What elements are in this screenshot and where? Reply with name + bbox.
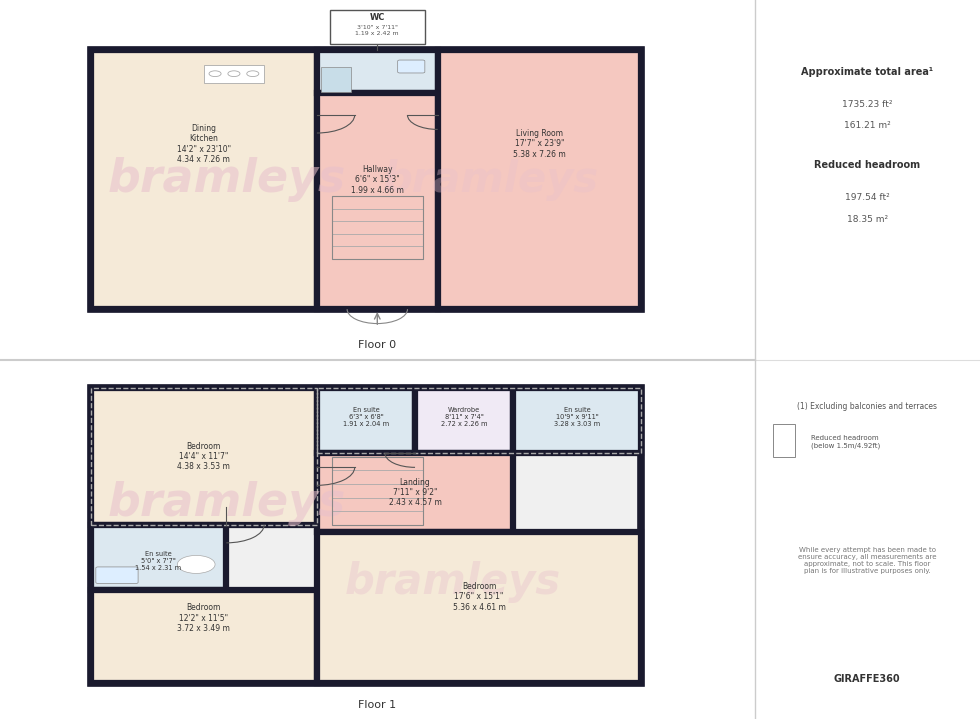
Text: WC: WC bbox=[369, 14, 385, 22]
Text: Approximate total area¹: Approximate total area¹ bbox=[802, 67, 933, 77]
Text: Wardrobe
8'11" x 7'4"
2.72 x 2.26 m: Wardrobe 8'11" x 7'4" 2.72 x 2.26 m bbox=[441, 407, 487, 427]
Bar bbox=[317, 388, 641, 453]
Text: GIRAFFE360: GIRAFFE360 bbox=[834, 674, 901, 684]
FancyBboxPatch shape bbox=[398, 60, 425, 73]
Text: Floor 0: Floor 0 bbox=[359, 340, 396, 350]
Text: Living Room
17'7" x 23'9"
5.38 x 7.26 m: Living Room 17'7" x 23'9" 5.38 x 7.26 m bbox=[514, 129, 565, 159]
Bar bbox=[204, 65, 264, 83]
Text: Bedroom
12'2" x 11'5"
3.72 x 3.49 m: Bedroom 12'2" x 11'5" 3.72 x 3.49 m bbox=[177, 603, 230, 633]
Text: bramleys: bramleys bbox=[107, 481, 346, 526]
FancyBboxPatch shape bbox=[329, 10, 425, 45]
Text: Landing
7'11" x 9'2"
2.43 x 4.57 m: Landing 7'11" x 9'2" 2.43 x 4.57 m bbox=[389, 477, 441, 508]
Bar bbox=[90, 388, 641, 683]
Bar bbox=[317, 50, 438, 93]
Text: bramleys: bramleys bbox=[382, 159, 599, 201]
Circle shape bbox=[177, 555, 215, 574]
Text: 161.21 m²: 161.21 m² bbox=[844, 122, 891, 130]
Bar bbox=[317, 388, 416, 453]
Text: bramleys: bramleys bbox=[345, 562, 561, 603]
Bar bbox=[90, 388, 317, 525]
Bar bbox=[416, 388, 514, 453]
Text: (1) Excluding balconies and terraces: (1) Excluding balconies and terraces bbox=[798, 402, 937, 411]
Text: While every attempt has been made to
ensure accuracy, all measurements are
appro: While every attempt has been made to ens… bbox=[798, 547, 937, 574]
Text: 18.35 m²: 18.35 m² bbox=[847, 215, 888, 224]
Bar bbox=[332, 196, 422, 259]
Text: En suite
6'3" x 6'8"
1.91 x 2.04 m: En suite 6'3" x 6'8" 1.91 x 2.04 m bbox=[343, 407, 389, 427]
Text: En suite
10'9" x 9'11"
3.28 x 3.03 m: En suite 10'9" x 9'11" 3.28 x 3.03 m bbox=[555, 407, 601, 427]
Text: Dining
Kitchen
14'2" x 23'10"
4.34 x 7.26 m: Dining Kitchen 14'2" x 23'10" 4.34 x 7.2… bbox=[176, 124, 231, 164]
Bar bbox=[317, 532, 641, 683]
Text: Reduced headroom
(below 1.5m/4.92ft): Reduced headroom (below 1.5m/4.92ft) bbox=[811, 436, 880, 449]
Bar bbox=[90, 525, 226, 590]
Bar bbox=[772, 424, 795, 457]
Text: Reduced headroom: Reduced headroom bbox=[814, 160, 920, 170]
Bar bbox=[90, 590, 317, 683]
FancyBboxPatch shape bbox=[96, 567, 138, 584]
Bar bbox=[438, 50, 641, 309]
Bar bbox=[320, 67, 351, 92]
Bar bbox=[514, 388, 641, 453]
Text: 3'10" x 7'11"
1.19 x 2.42 m: 3'10" x 7'11" 1.19 x 2.42 m bbox=[356, 25, 399, 36]
Bar bbox=[90, 50, 317, 309]
Bar bbox=[90, 50, 641, 309]
Bar bbox=[332, 457, 422, 525]
Text: Floor 1: Floor 1 bbox=[359, 700, 396, 710]
Text: 197.54 ft²: 197.54 ft² bbox=[845, 193, 890, 202]
Bar bbox=[317, 453, 514, 532]
Text: Bedroom
17'6" x 15'1"
5.36 x 4.61 m: Bedroom 17'6" x 15'1" 5.36 x 4.61 m bbox=[453, 582, 506, 612]
Text: En suite
5'0" x 7'7"
1.54 x 2.31 m: En suite 5'0" x 7'7" 1.54 x 2.31 m bbox=[135, 551, 181, 571]
Bar bbox=[90, 388, 317, 525]
Bar bbox=[317, 93, 438, 309]
Text: bramleys: bramleys bbox=[107, 157, 346, 202]
Text: Bedroom
14'4" x 11'7"
4.38 x 3.53 m: Bedroom 14'4" x 11'7" 4.38 x 3.53 m bbox=[177, 441, 230, 472]
Text: 1735.23 ft²: 1735.23 ft² bbox=[842, 100, 893, 109]
Text: Hallway
6'6" x 15'3"
1.99 x 4.66 m: Hallway 6'6" x 15'3" 1.99 x 4.66 m bbox=[351, 165, 404, 195]
